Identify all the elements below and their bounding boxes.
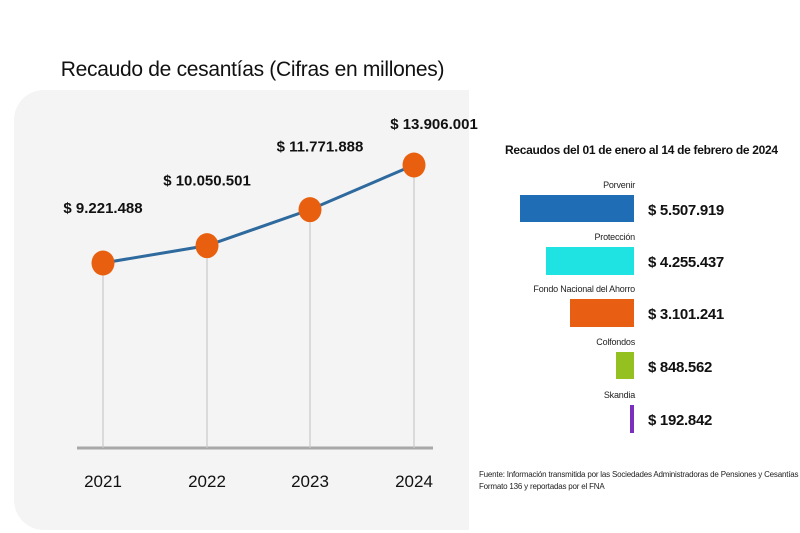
data-label: $ 13.906.001 (390, 116, 478, 133)
bar-chart-title: Recaudos del 01 de enero al 14 de febrer… (505, 143, 778, 157)
data-label: $ 9.221.488 (63, 200, 142, 217)
bar-value-label: $ 4.255.437 (648, 254, 724, 271)
bar-category-label: Fondo Nacional del Ahorro (533, 284, 635, 294)
series-line (102, 163, 415, 265)
line-chart-panel (14, 90, 469, 530)
bar (630, 405, 634, 433)
bar-category-label: Protección (594, 232, 635, 242)
data-point (298, 197, 322, 223)
source-note: Fuente: Información transmitida por las … (479, 469, 799, 493)
source-line-2: Formato 136 y reportadas por el FNA (479, 482, 605, 491)
bar-category-label: Porvenir (603, 180, 635, 190)
bar-value-label: $ 3.101.241 (648, 306, 724, 323)
bar (545, 247, 634, 275)
x-tick-label: 2024 (395, 472, 433, 491)
bar-value-label: $ 5.507.919 (648, 202, 724, 219)
data-label: $ 11.771.888 (277, 139, 364, 156)
x-tick-label: 2023 (291, 472, 329, 491)
x-tick-label: 2021 (84, 472, 122, 491)
bar (569, 299, 634, 327)
bar-value-label: $ 192.842 (648, 412, 713, 429)
source-line-1: Fuente: Información transmitida por las … (479, 470, 799, 479)
line-chart-title: Recaudo de cesantías (Cifras en millones… (60, 58, 445, 81)
bar (616, 352, 634, 379)
data-point (402, 152, 426, 178)
data-label: $ 10.050.501 (163, 173, 251, 190)
bar-value-label: $ 848.562 (648, 359, 713, 376)
bar-category-label: Skandia (603, 390, 635, 400)
x-tick-label: 2022 (188, 472, 226, 491)
data-point (91, 250, 115, 276)
data-point (195, 233, 219, 259)
bar-category-label: Colfondos (596, 337, 635, 347)
bar (520, 195, 634, 222)
